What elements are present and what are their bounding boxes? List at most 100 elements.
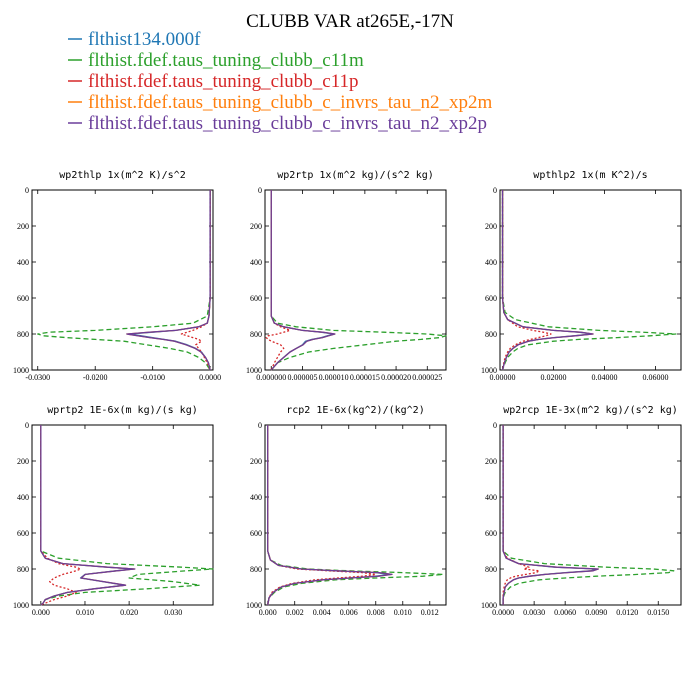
y-tick-label: 600 [250, 294, 262, 303]
y-tick-label: 800 [485, 565, 497, 574]
x-tick-label: 0.000005 [287, 373, 317, 382]
series-line [40, 425, 82, 606]
series-line [267, 425, 390, 606]
y-tick-label: 400 [17, 258, 29, 267]
series-line [40, 425, 135, 606]
x-tick-label: 0.0120 [616, 608, 638, 617]
y-tick-label: 400 [250, 258, 262, 267]
x-tick-label: 0.000025 [412, 373, 442, 382]
y-tick-label: 1000 [246, 366, 262, 375]
series-line [267, 425, 393, 606]
y-tick-label: 600 [17, 529, 29, 538]
panels: wp2thlp 1x(m^2 K)/s^202004006008001000-0… [13, 170, 682, 617]
series-line [126, 190, 211, 371]
y-tick-label: 400 [17, 493, 29, 502]
series-line [501, 190, 552, 371]
panel-title: rcp2 1E-6x(kg^2)/(kg^2) [286, 405, 424, 416]
y-tick-label: 0 [258, 421, 262, 430]
plot-frame [499, 189, 682, 371]
y-tick-label: 200 [250, 457, 262, 466]
chart-panel: wprtp2 1E-6x(m kg)/(s kg) 0 200 400 600 800 10… [13, 405, 214, 617]
y-tick-label: 600 [250, 529, 262, 538]
y-tick-label: 0 [25, 421, 29, 430]
panel-title: wp2rcp 1E-3x(m^2 kg)/(s^2 kg) [503, 405, 678, 416]
y-tick-label: 800 [17, 330, 29, 339]
series-line [502, 425, 599, 605]
x-tick-label: 0.000 [32, 608, 50, 617]
y-tick-label: 0 [25, 186, 29, 195]
x-tick-label: 0.004 [313, 608, 331, 617]
y-tick-label: 200 [17, 222, 29, 231]
legend-label: flthist.fdef.taus_tuning_clubb_c11m [88, 50, 364, 71]
x-tick-label: -0.0300 [25, 373, 50, 382]
y-tick-label: 800 [250, 330, 262, 339]
panel-title: wp2thlp 1x(m^2 K)/s^2 [59, 170, 185, 181]
series-line [501, 190, 677, 371]
x-tick-label: 0.0030 [523, 608, 545, 617]
x-tick-label: 0.02000 [541, 373, 567, 382]
x-tick-label: 0.000020 [381, 373, 411, 382]
panel-title: wprtp2 1E-6x(m kg)/(s kg) [47, 405, 198, 416]
legend: flthist134.000fflthist.fdef.taus_tuning_… [68, 29, 492, 134]
series-line [270, 190, 447, 371]
x-tick-label: 0.008 [367, 608, 385, 617]
x-tick-label: 0.006 [340, 608, 358, 617]
y-tick-label: 400 [485, 493, 497, 502]
plot-frame [264, 189, 447, 371]
series-line [40, 425, 136, 606]
panel-title: wpthlp2 1x(m K^2)/s [533, 170, 647, 181]
y-tick-label: 200 [17, 457, 29, 466]
chart-panel: rcp2 1E-6x(kg^2)/(kg^2) 0 200 400 600 800 1000… [246, 405, 447, 617]
series-line [501, 190, 594, 371]
legend-label: flthist.fdef.taus_tuning_clubb_c_invrs_t… [88, 113, 487, 134]
x-tick-label: 0.000000 [256, 373, 286, 382]
x-tick-label: 0.0000 [199, 373, 221, 382]
series-line [501, 190, 594, 371]
plot-frame [31, 189, 214, 371]
series-line [501, 190, 593, 371]
y-tick-label: 800 [250, 565, 262, 574]
y-tick-label: 1000 [246, 601, 262, 610]
y-tick-label: 0 [493, 186, 497, 195]
x-tick-label: -0.0100 [140, 373, 165, 382]
y-tick-label: 200 [485, 457, 497, 466]
x-tick-label: 0.012 [421, 608, 439, 617]
y-tick-label: 600 [485, 529, 497, 538]
chart-panel: wpthlp2 1x(m K^2)/s 0 200 400 600 800 10000.00… [481, 170, 682, 382]
x-tick-label: 0.000015 [350, 373, 380, 382]
series-line [129, 190, 211, 371]
chart-panel: wp2thlp 1x(m^2 K)/s^202004006008001000-0… [13, 170, 221, 382]
chart-panel: wp2rcp 1E-3x(m^2 kg)/(s^2 kg) 0 200 400 600 8… [481, 405, 682, 617]
y-tick-label: 800 [17, 565, 29, 574]
chart-panel: wp2rtp 1x(m^2 kg)/(s^2 kg) 0 200 400 600 800 1… [246, 170, 447, 382]
legend-label: flthist134.000f [88, 29, 201, 50]
series-line [37, 190, 211, 371]
series-line [265, 190, 291, 371]
x-tick-label: 0.00000 [490, 373, 516, 382]
legend-label: flthist.fdef.taus_tuning_clubb_c_invrs_t… [88, 92, 492, 113]
y-tick-label: 1000 [13, 366, 29, 375]
y-tick-label: 1000 [13, 601, 29, 610]
x-tick-label: 0.0060 [554, 608, 576, 617]
legend-label: flthist.fdef.taus_tuning_clubb_c11p [88, 71, 359, 92]
x-tick-label: 0.002 [286, 608, 304, 617]
series-line [180, 190, 211, 371]
plot-frame [264, 424, 447, 606]
x-tick-label: 0.020 [120, 608, 138, 617]
plot-frame [499, 424, 682, 606]
x-tick-label: 0.000010 [319, 373, 349, 382]
y-tick-label: 0 [258, 186, 262, 195]
y-tick-label: 400 [485, 258, 497, 267]
plot-frame [31, 424, 214, 606]
y-tick-label: 800 [485, 330, 497, 339]
x-tick-label: 0.030 [164, 608, 182, 617]
y-tick-label: 200 [485, 222, 497, 231]
x-tick-label: 0.0150 [647, 608, 669, 617]
y-tick-label: 600 [17, 294, 29, 303]
y-tick-label: 600 [485, 294, 497, 303]
x-tick-label: 0.010 [394, 608, 412, 617]
x-tick-label: 0.0000 [492, 608, 514, 617]
series-line [40, 425, 136, 606]
y-tick-label: 0 [493, 421, 497, 430]
